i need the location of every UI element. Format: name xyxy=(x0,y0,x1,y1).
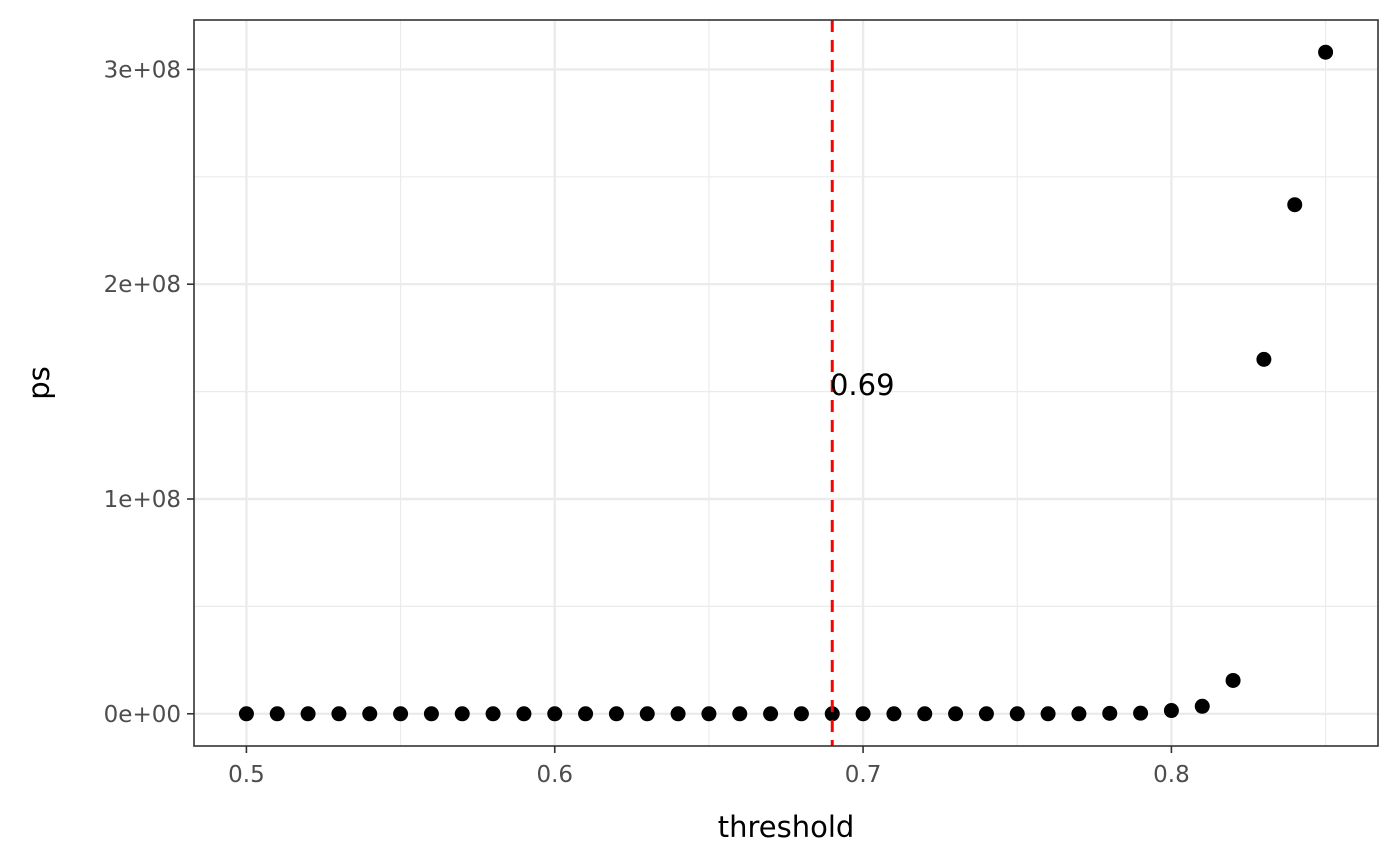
data-point xyxy=(670,706,686,722)
data-point xyxy=(331,706,347,722)
data-point xyxy=(547,706,563,722)
data-point xyxy=(578,706,594,722)
data-point xyxy=(1071,706,1087,722)
data-point xyxy=(1133,705,1149,721)
data-point xyxy=(454,706,470,722)
data-point xyxy=(855,706,871,722)
x-tick-label: 0.6 xyxy=(536,762,573,788)
data-point xyxy=(393,706,409,722)
x-tick-label: 0.5 xyxy=(228,762,265,788)
data-point xyxy=(1225,672,1241,688)
x-tick-label: 0.7 xyxy=(845,762,882,788)
data-point xyxy=(886,706,902,722)
data-point xyxy=(917,706,933,722)
data-point xyxy=(793,706,809,722)
y-tick-label: 2e+08 xyxy=(104,272,181,298)
data-point xyxy=(362,706,378,722)
y-tick-label: 3e+08 xyxy=(104,57,181,83)
data-point xyxy=(1009,706,1025,722)
data-points xyxy=(238,44,1334,722)
data-point xyxy=(1102,705,1118,721)
data-point xyxy=(978,706,994,722)
panel-border xyxy=(193,19,1379,747)
x-tick-label: 0.8 xyxy=(1153,762,1190,788)
y-tick-label: 0e+00 xyxy=(104,702,181,728)
data-point xyxy=(300,706,316,722)
x-axis-title: threshold xyxy=(718,810,855,844)
minor-gridlines xyxy=(194,20,1378,746)
data-point xyxy=(732,706,748,722)
data-point xyxy=(485,706,501,722)
reference-line-label: 0.69 xyxy=(830,368,895,402)
data-point xyxy=(639,706,655,722)
data-point xyxy=(1256,351,1272,367)
y-axis-ticks: 0e+00 1e+08 2e+08 3e+08 xyxy=(104,57,194,728)
data-point xyxy=(824,706,840,722)
y-axis-title: ps xyxy=(22,366,56,400)
data-point xyxy=(763,706,779,722)
data-point xyxy=(516,706,532,722)
data-point xyxy=(1163,703,1179,719)
data-point xyxy=(1194,698,1210,714)
data-point xyxy=(238,706,254,722)
y-tick-label: 1e+08 xyxy=(104,487,181,513)
data-point xyxy=(1287,197,1303,213)
major-gridlines xyxy=(194,20,1378,746)
data-point xyxy=(948,706,964,722)
data-point xyxy=(269,706,285,722)
data-point xyxy=(701,706,717,722)
data-point xyxy=(1318,44,1334,60)
x-axis-ticks: 0.5 0.6 0.7 0.8 xyxy=(228,746,1190,788)
data-point xyxy=(423,706,439,722)
data-point xyxy=(608,706,624,722)
reference-line-group: 0.69 xyxy=(830,20,895,746)
panel-background xyxy=(194,20,1378,746)
data-point xyxy=(1040,706,1056,722)
